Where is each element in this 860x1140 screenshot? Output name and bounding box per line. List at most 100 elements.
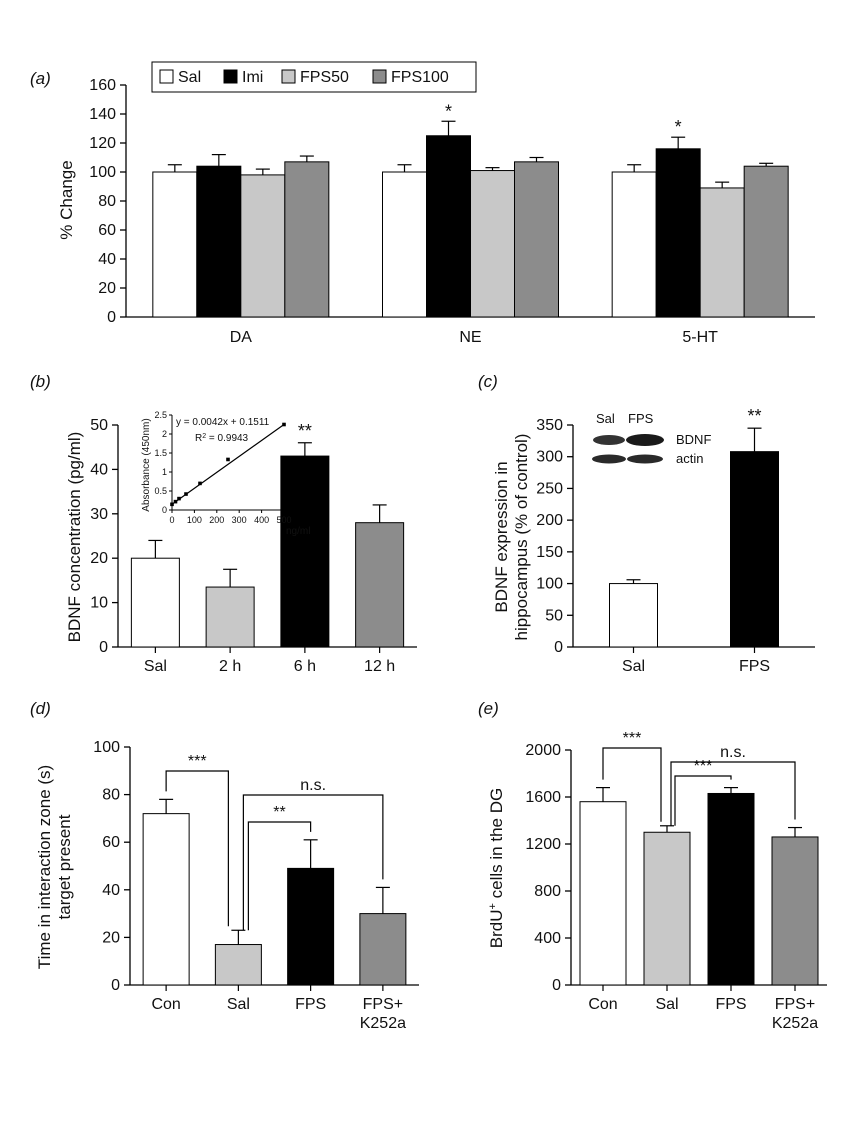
panel-e-ylabel: BrdU+ cells in the DG: [487, 788, 506, 948]
panel-c-bar: [609, 583, 658, 648]
panel-e-ylabel-sup: +: [487, 903, 499, 909]
panel-c-plot: 0 50 100 150 200 250 300 350 Sal ** FPS: [536, 406, 815, 675]
panel-a-ytick-label: 120: [89, 135, 116, 152]
panel-c-significance: **: [747, 406, 761, 426]
panel-a-fps100-bar: [284, 161, 330, 318]
panel-d-bracket: [247, 821, 312, 931]
panel-d-category-label: Sal: [227, 996, 250, 1013]
panel-a-imi-bar: [196, 165, 242, 318]
panel-b-significance: **: [298, 421, 312, 441]
panel-e-plot: 0 400 800 1200 1600 2000 Con Sal FPS FPS+ K252a ***…: [525, 730, 827, 1032]
panel-a-ytick-label: 20: [98, 280, 116, 297]
panel-a-significance: *: [675, 117, 682, 137]
panel-e-ytick-label: 800: [534, 883, 561, 900]
panel-b-inset: Absorbance (450nm) ng/ml y = 0.0042x + 0…: [141, 410, 310, 537]
panel-e-ylabel-pre: BrdU: [487, 909, 506, 948]
panel-e-bar: [643, 831, 691, 986]
panel-a-category-label: DA: [230, 329, 253, 346]
blot-band-bdnf-fps: [626, 434, 664, 446]
panel-c-ytick-label: 250: [536, 480, 563, 497]
panel-d-bracket-label: n.s.: [300, 777, 326, 794]
panel-d: (d) Time in interaction zone (s) target …: [30, 699, 419, 1032]
panel-a-imi-bar: [426, 135, 471, 318]
inset-ytick-label: 1: [162, 467, 167, 477]
panel-d-bracket-label: **: [273, 804, 285, 821]
panel-d-category-label: Con: [151, 996, 180, 1013]
panel-d-ytick-label: 80: [102, 787, 120, 804]
legend-label-sal: Sal: [178, 69, 201, 86]
inset-equation: y = 0.0042x + 0.1511: [176, 417, 270, 428]
inset-data-point: [177, 496, 181, 501]
inset-xlabel: ng/ml: [286, 526, 310, 537]
panel-c-ylabel-line2: hippocampus (% of control): [512, 434, 531, 641]
panel-e-bar: [707, 792, 755, 986]
panel-e-category-label: FPS+: [775, 996, 815, 1013]
panel-a-ytick-label: 40: [98, 251, 116, 268]
panel-a-fps50-bar: [240, 174, 286, 318]
panel-c: (c) BDNF expression in hippocampus (% of…: [478, 372, 815, 675]
inset-ytick-label: 2.5: [154, 410, 167, 420]
panel-e-ytick-label: 0: [552, 977, 561, 994]
legend-label-fps100: FPS100: [391, 69, 449, 86]
panel-d-bar: [287, 867, 335, 986]
panel-b-bar: [130, 557, 180, 648]
panel-d-bar: [214, 944, 262, 986]
panel-e-ylabel-post: cells in the DG: [487, 788, 506, 903]
inset-ylabel: Absorbance (450nm): [141, 418, 152, 511]
panel-b-bar: [280, 455, 330, 648]
panel-e-ytick-label: 1600: [525, 789, 561, 806]
inset-data-point: [198, 481, 202, 486]
panel-c-ytick-label: 100: [536, 576, 563, 593]
panel-e-ytick-label: 400: [534, 930, 561, 947]
panel-a-legend: Sal Imi FPS50 FPS100: [151, 61, 477, 93]
panel-c-western-blot: Sal FPS BDNF actin: [592, 411, 711, 466]
inset-xtick-label: 300: [232, 515, 247, 525]
panel-b-category-label: 12 h: [364, 658, 395, 675]
panel-b-bar: [355, 522, 405, 648]
blot-band-actin-fps: [627, 454, 663, 464]
inset-r2: R2 = 0.9943: [195, 433, 249, 445]
panel-a-category-label: NE: [459, 329, 481, 346]
panel-a-fps50-bar: [470, 170, 515, 318]
inset-ytick-label: 0: [162, 505, 167, 515]
panel-a-ytick-label: 140: [89, 106, 116, 123]
panel-b-category-label: 2 h: [219, 658, 241, 675]
panel-c-ylabel-line1: BDNF expression in: [492, 461, 511, 612]
inset-xtick-label: 0: [169, 515, 174, 525]
blot-band-bdnf-sal: [593, 435, 625, 445]
panel-e-bar: [579, 801, 627, 986]
legend-swatch-fps50: [281, 69, 296, 84]
panel-b-ytick-label: 30: [90, 506, 108, 523]
inset-data-point: [170, 502, 174, 507]
panel-b-ytick-label: 10: [90, 595, 108, 612]
panel-a: (a) % Change Sal Imi FPS50 FPS100 0 20 40 6…: [30, 61, 815, 346]
blot-label-bdnf: BDNF: [676, 432, 711, 447]
inset-xtick-label: 200: [209, 515, 224, 525]
panel-d-label: (d): [30, 699, 51, 718]
panel-b-ytick-label: 50: [90, 417, 108, 434]
panel-d-ytick-label: 100: [93, 739, 120, 756]
panel-d-bar: [359, 913, 407, 986]
panel-d-bar: [142, 813, 190, 986]
inset-r2-prefix: R: [195, 433, 202, 444]
inset-ytick-label: 0.5: [154, 486, 167, 496]
panel-c-ytick-label: 200: [536, 512, 563, 529]
panel-b-ytick-label: 20: [90, 550, 108, 567]
panel-e-category-label: Sal: [655, 996, 678, 1013]
panel-d-ylabel-line2: target present: [55, 814, 74, 919]
panel-a-ylabel: % Change: [57, 160, 76, 239]
inset-fit-line: [171, 423, 285, 505]
panel-c-category-label: FPS: [739, 658, 770, 675]
blot-band-actin-sal: [592, 454, 626, 464]
inset-data-point: [184, 492, 188, 496]
panel-d-bracket: [165, 770, 229, 927]
legend-frame: [151, 61, 477, 93]
panel-d-category-label: FPS: [295, 996, 326, 1013]
inset-xtick-label: 500: [276, 515, 291, 525]
legend-swatch-imi: [223, 69, 238, 84]
panel-b-ylabel: BDNF concentration (pg/ml): [65, 432, 84, 643]
panel-a-fps100-bar: [743, 165, 789, 318]
panel-d-ytick-label: 60: [102, 834, 120, 851]
panel-c-ytick-label: 350: [536, 417, 563, 434]
